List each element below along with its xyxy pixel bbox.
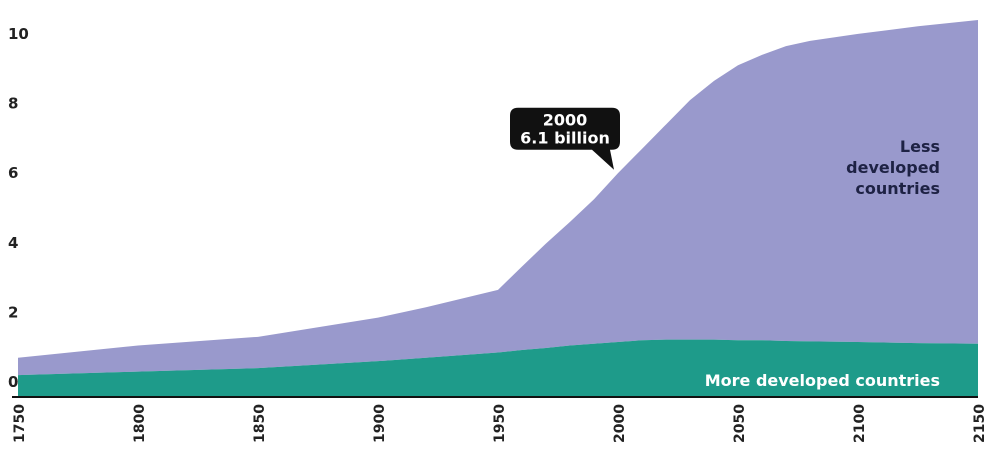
y-tick-label: 4	[8, 234, 18, 252]
less-developed-label: Less developed countries	[846, 137, 940, 198]
more-developed-area	[18, 339, 978, 396]
x-tick-label: 1850	[252, 404, 268, 443]
y-tick-label: 2	[8, 303, 18, 321]
x-tick-label: 1950	[492, 404, 508, 443]
more-developed-label: More developed countries	[705, 371, 940, 390]
less-developed-label-line-1: Less	[900, 137, 940, 156]
year-2000-callout: 2000 6.1 billion	[510, 107, 620, 170]
callout-box	[510, 107, 620, 170]
x-tick-label: 2150	[972, 404, 988, 443]
less-developed-label-line-2: developed	[846, 158, 940, 177]
x-tick-label: 1900	[372, 404, 388, 443]
y-tick-label: 10	[8, 25, 29, 43]
x-tick-label: 2100	[852, 404, 868, 443]
callout-year-label: 2000	[543, 111, 588, 130]
x-axis-ticks: 1750 1800 1850 1900 1950 2000 2050 2100 2150	[12, 404, 988, 443]
chart-areas	[18, 20, 978, 396]
x-tick-label: 1750	[12, 404, 28, 443]
y-tick-label: 0	[8, 373, 18, 391]
less-developed-area	[18, 20, 978, 376]
x-tick-label: 2050	[732, 404, 748, 443]
x-tick-label: 1800	[132, 404, 148, 443]
y-tick-label: 6	[8, 164, 18, 182]
y-axis-ticks: 0 2 4 6 8 10	[8, 25, 29, 391]
y-tick-label: 8	[8, 95, 18, 113]
callout-value-label: 6.1 billion	[520, 129, 610, 148]
x-tick-label: 2000	[612, 404, 628, 443]
less-developed-label-line-3: countries	[855, 179, 940, 198]
